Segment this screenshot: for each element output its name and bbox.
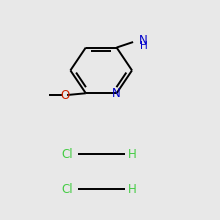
Text: H: H bbox=[128, 147, 136, 161]
Text: Cl: Cl bbox=[61, 183, 73, 196]
Text: N: N bbox=[139, 34, 148, 47]
Text: O: O bbox=[60, 88, 70, 101]
Text: Cl: Cl bbox=[61, 147, 73, 161]
Text: H: H bbox=[140, 41, 148, 51]
Text: N: N bbox=[112, 87, 121, 100]
Text: H: H bbox=[128, 183, 136, 196]
